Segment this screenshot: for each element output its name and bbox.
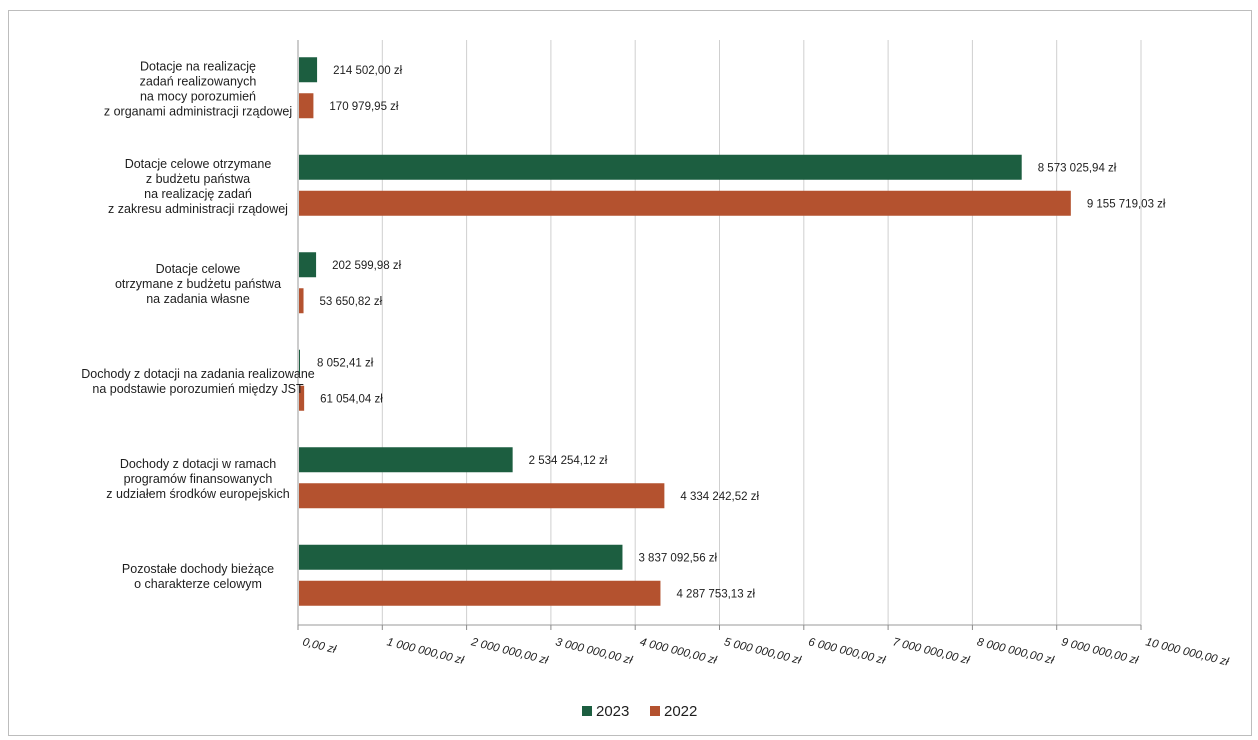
bars: [299, 57, 1071, 606]
value-label-2022-3: 53 650,82 zł: [320, 296, 383, 308]
value-label-2023-5: 2 534 254,12 zł: [529, 455, 608, 467]
category-label: Dotacje na realizację: [140, 59, 256, 73]
grid-lines: [297, 40, 1142, 626]
x-tick-label: 0,00 zł: [301, 636, 337, 656]
x-axis-ticks: 0,00 zł 1 000 000,00 zł 2 000 000,00 zł 3 0…: [297, 625, 1230, 669]
bar-2022-3: [299, 288, 304, 314]
category-label: z budżetu państwa: [146, 172, 250, 186]
bar-2022-1: [299, 93, 314, 119]
value-label-2023-1: 214 502,00 zł: [333, 65, 403, 77]
value-label-2023-6: 3 837 092,56 zł: [638, 552, 717, 564]
bar-2023-5: [299, 447, 513, 473]
value-label-2023-3: 202 599,98 zł: [332, 260, 402, 272]
category-label: na zadania własne: [146, 292, 250, 306]
bar-2022-5: [299, 483, 665, 509]
bar-2022-6: [299, 580, 661, 606]
category-label: na realizację zadań: [144, 187, 252, 201]
legend-label-2022: 2022: [664, 703, 697, 720]
chart-frame: [8, 10, 1252, 736]
category-label: programów finansowanych: [124, 472, 273, 486]
bar-2023-3: [299, 252, 317, 278]
x-tick-label: 7 000 000,00 zł: [891, 636, 971, 667]
category-label: otrzymane z budżetu państwa: [115, 277, 281, 291]
category-label: z udziałem środków europejskich: [106, 487, 289, 501]
bar-2022-4: [299, 385, 305, 411]
category-label: z zakresu administracji rządowej: [108, 202, 288, 216]
category-label: Pozostałe dochody bieżące: [122, 562, 274, 576]
value-label-2022-4: 61 054,04 zł: [320, 393, 383, 405]
x-tick-label: 2 000 000,00 zł: [469, 636, 550, 667]
value-label-2022-6: 4 287 753,13 zł: [676, 588, 755, 600]
legend-label-2023: 2023: [596, 703, 629, 720]
bar-2022-2: [299, 190, 1071, 216]
x-tick-label: 3 000 000,00 zł: [554, 636, 634, 667]
value-label-2023-4: 8 052,41 zł: [317, 357, 374, 369]
category-label: Dotacje celowe otrzymane: [125, 157, 272, 171]
category-label: Dochody z dotacji w ramach: [120, 457, 276, 471]
x-tick-label: 5 000 000,00 zł: [723, 636, 803, 667]
x-tick-label: 9 000 000,00 zł: [1060, 636, 1140, 667]
value-label-2022-2: 9 155 719,03 zł: [1087, 198, 1166, 210]
category-label: Dotacje celowe: [156, 262, 241, 276]
x-tick-label: 1 000 000,00 zł: [386, 636, 466, 667]
value-labels: 214 502,00 zł 170 979,95 zł 8 573 025,94 z…: [317, 65, 1166, 601]
category-label: o charakterze celowym: [134, 577, 262, 591]
bar-2023-4: [299, 349, 300, 375]
x-tick-label: 4 000 000,00 zł: [638, 636, 718, 667]
x-tick-label: 6 000 000,00 zł: [807, 636, 887, 667]
bar-2023-2: [299, 154, 1022, 180]
category-label: z organami administracji rządowej: [104, 104, 292, 118]
legend-swatch-2022: [650, 706, 660, 716]
legend: 2023 2022: [582, 703, 697, 720]
bar-2023-6: [299, 544, 623, 570]
x-tick-label: 8 000 000,00 zł: [976, 636, 1056, 667]
value-label-2022-1: 170 979,95 zł: [329, 101, 399, 113]
value-label-2023-2: 8 573 025,94 zł: [1038, 162, 1117, 174]
bar-2023-1: [299, 57, 318, 83]
category-label: na mocy porozumień: [140, 89, 256, 103]
category-label: Dochody z dotacji na zadania realizowane: [81, 367, 315, 381]
legend-swatch-2023: [582, 706, 592, 716]
x-tick-label: 10 000 000,00 zł: [1144, 636, 1230, 668]
category-label: zadań realizowanych: [140, 74, 257, 88]
category-label: na podstawie porozumień między JST: [92, 382, 304, 396]
value-label-2022-5: 4 334 242,52 zł: [680, 491, 759, 503]
